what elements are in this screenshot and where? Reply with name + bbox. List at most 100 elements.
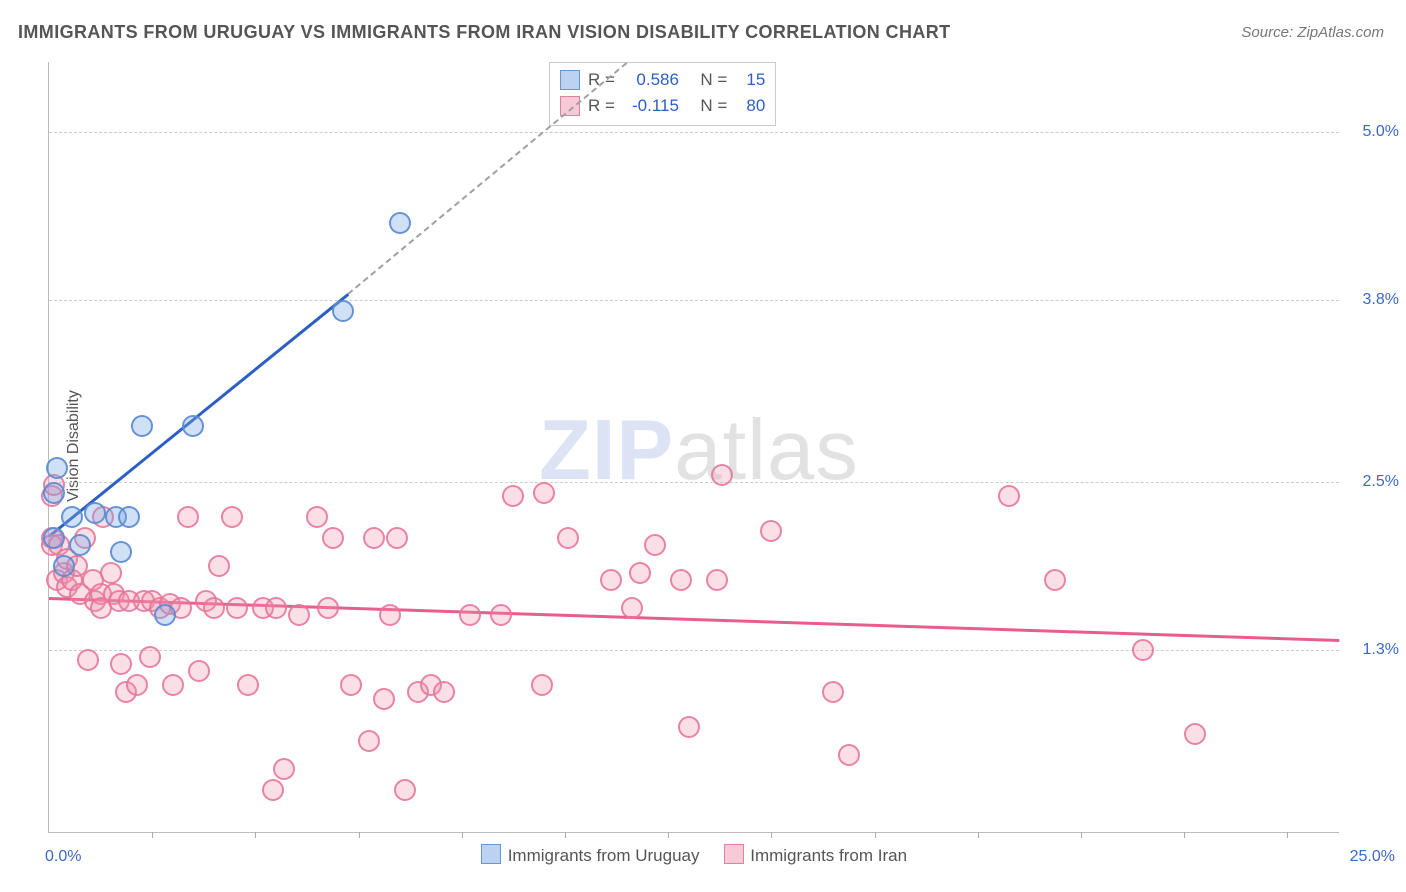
x-tick-mark — [978, 832, 979, 838]
x-tick-mark — [771, 832, 772, 838]
source-attribution: Source: ZipAtlas.com — [1241, 24, 1384, 41]
source-prefix: Source: — [1241, 24, 1297, 41]
data-point-iran — [226, 597, 248, 619]
data-point-uruguay — [46, 457, 68, 479]
data-point-iran — [629, 562, 651, 584]
legend: Immigrants from Uruguay Immigrants from … — [469, 844, 919, 866]
data-point-iran — [433, 681, 455, 703]
data-point-iran — [459, 604, 481, 626]
data-point-iran — [262, 779, 284, 801]
x-tick-mark — [1287, 832, 1288, 838]
data-point-iran — [998, 485, 1020, 507]
data-point-iran — [340, 674, 362, 696]
data-point-iran — [288, 604, 310, 626]
data-point-iran — [670, 569, 692, 591]
data-point-iran — [678, 716, 700, 738]
stat-n-label: N = — [700, 93, 727, 119]
data-point-iran — [386, 527, 408, 549]
x-tick-mark — [359, 832, 360, 838]
data-point-iran — [838, 744, 860, 766]
regression-ext-uruguay — [348, 62, 628, 295]
data-point-uruguay — [118, 506, 140, 528]
y-tick-label: 2.5% — [1345, 473, 1399, 491]
x-tick-label-min: 0.0% — [45, 848, 81, 866]
x-tick-mark — [462, 832, 463, 838]
x-tick-mark — [875, 832, 876, 838]
source-link[interactable]: ZipAtlas.com — [1297, 24, 1384, 41]
watermark-atlas: atlas — [674, 403, 859, 498]
stats-box: R =0.586 N =15R =-0.115 N =80 — [549, 62, 776, 126]
y-tick-label: 3.8% — [1345, 291, 1399, 309]
data-point-uruguay — [69, 534, 91, 556]
data-point-uruguay — [131, 415, 153, 437]
x-tick-mark — [152, 832, 153, 838]
stats-row: R =-0.115 N =80 — [560, 93, 765, 119]
stat-r-label: R = — [588, 93, 615, 119]
stat-r-value: -0.115 — [621, 93, 679, 119]
legend-swatch-icon — [481, 844, 501, 864]
data-point-iran — [706, 569, 728, 591]
legend-label: Immigrants from Iran — [750, 846, 907, 865]
legend-swatch-icon — [723, 844, 743, 864]
chart-title: IMMIGRANTS FROM URUGUAY VS IMMIGRANTS FR… — [18, 22, 951, 43]
data-point-iran — [1184, 723, 1206, 745]
data-point-iran — [502, 485, 524, 507]
stat-n-label: N = — [700, 67, 727, 93]
data-point-iran — [306, 506, 328, 528]
data-point-iran — [139, 646, 161, 668]
data-point-iran — [126, 674, 148, 696]
data-point-iran — [322, 527, 344, 549]
data-point-iran — [533, 482, 555, 504]
gridline-h — [49, 482, 1339, 483]
data-point-uruguay — [154, 604, 176, 626]
gridline-h — [49, 132, 1339, 133]
stat-n-value: 80 — [733, 93, 765, 119]
data-point-iran — [237, 674, 259, 696]
data-point-uruguay — [43, 482, 65, 504]
x-tick-mark — [565, 832, 566, 838]
data-point-iran — [394, 779, 416, 801]
data-point-iran — [711, 464, 733, 486]
data-point-iran — [162, 674, 184, 696]
x-tick-mark — [668, 832, 669, 838]
data-point-iran — [531, 674, 553, 696]
data-point-uruguay — [110, 541, 132, 563]
data-point-iran — [100, 562, 122, 584]
legend-swatch-icon — [560, 70, 580, 90]
data-point-uruguay — [182, 415, 204, 437]
data-point-iran — [221, 506, 243, 528]
data-point-iran — [557, 527, 579, 549]
data-point-iran — [1132, 639, 1154, 661]
chart-container: IMMIGRANTS FROM URUGUAY VS IMMIGRANTS FR… — [0, 0, 1406, 892]
data-point-iran — [621, 597, 643, 619]
data-point-iran — [273, 758, 295, 780]
data-point-iran — [760, 520, 782, 542]
plot-area: ZIPatlas R =0.586 N =15R =-0.115 N =80 I… — [48, 62, 1339, 833]
data-point-uruguay — [332, 300, 354, 322]
data-point-iran — [110, 653, 132, 675]
data-point-iran — [600, 569, 622, 591]
y-tick-label: 1.3% — [1345, 641, 1399, 659]
gridline-h — [49, 300, 1339, 301]
data-point-iran — [373, 688, 395, 710]
data-point-iran — [363, 527, 385, 549]
data-point-uruguay — [61, 506, 83, 528]
x-tick-mark — [1081, 832, 1082, 838]
stat-n-value: 15 — [733, 67, 765, 93]
x-tick-mark — [255, 832, 256, 838]
data-point-iran — [77, 649, 99, 671]
data-point-iran — [317, 597, 339, 619]
legend-item: Immigrants from Iran — [723, 846, 907, 865]
data-point-iran — [1044, 569, 1066, 591]
legend-label: Immigrants from Uruguay — [508, 846, 700, 865]
data-point-iran — [379, 604, 401, 626]
data-point-iran — [644, 534, 666, 556]
data-point-iran — [177, 506, 199, 528]
data-point-uruguay — [84, 502, 106, 524]
data-point-iran — [188, 660, 210, 682]
data-point-iran — [358, 730, 380, 752]
data-point-uruguay — [43, 527, 65, 549]
stats-row: R =0.586 N =15 — [560, 67, 765, 93]
x-tick-label-max: 25.0% — [1350, 848, 1395, 866]
data-point-uruguay — [53, 555, 75, 577]
